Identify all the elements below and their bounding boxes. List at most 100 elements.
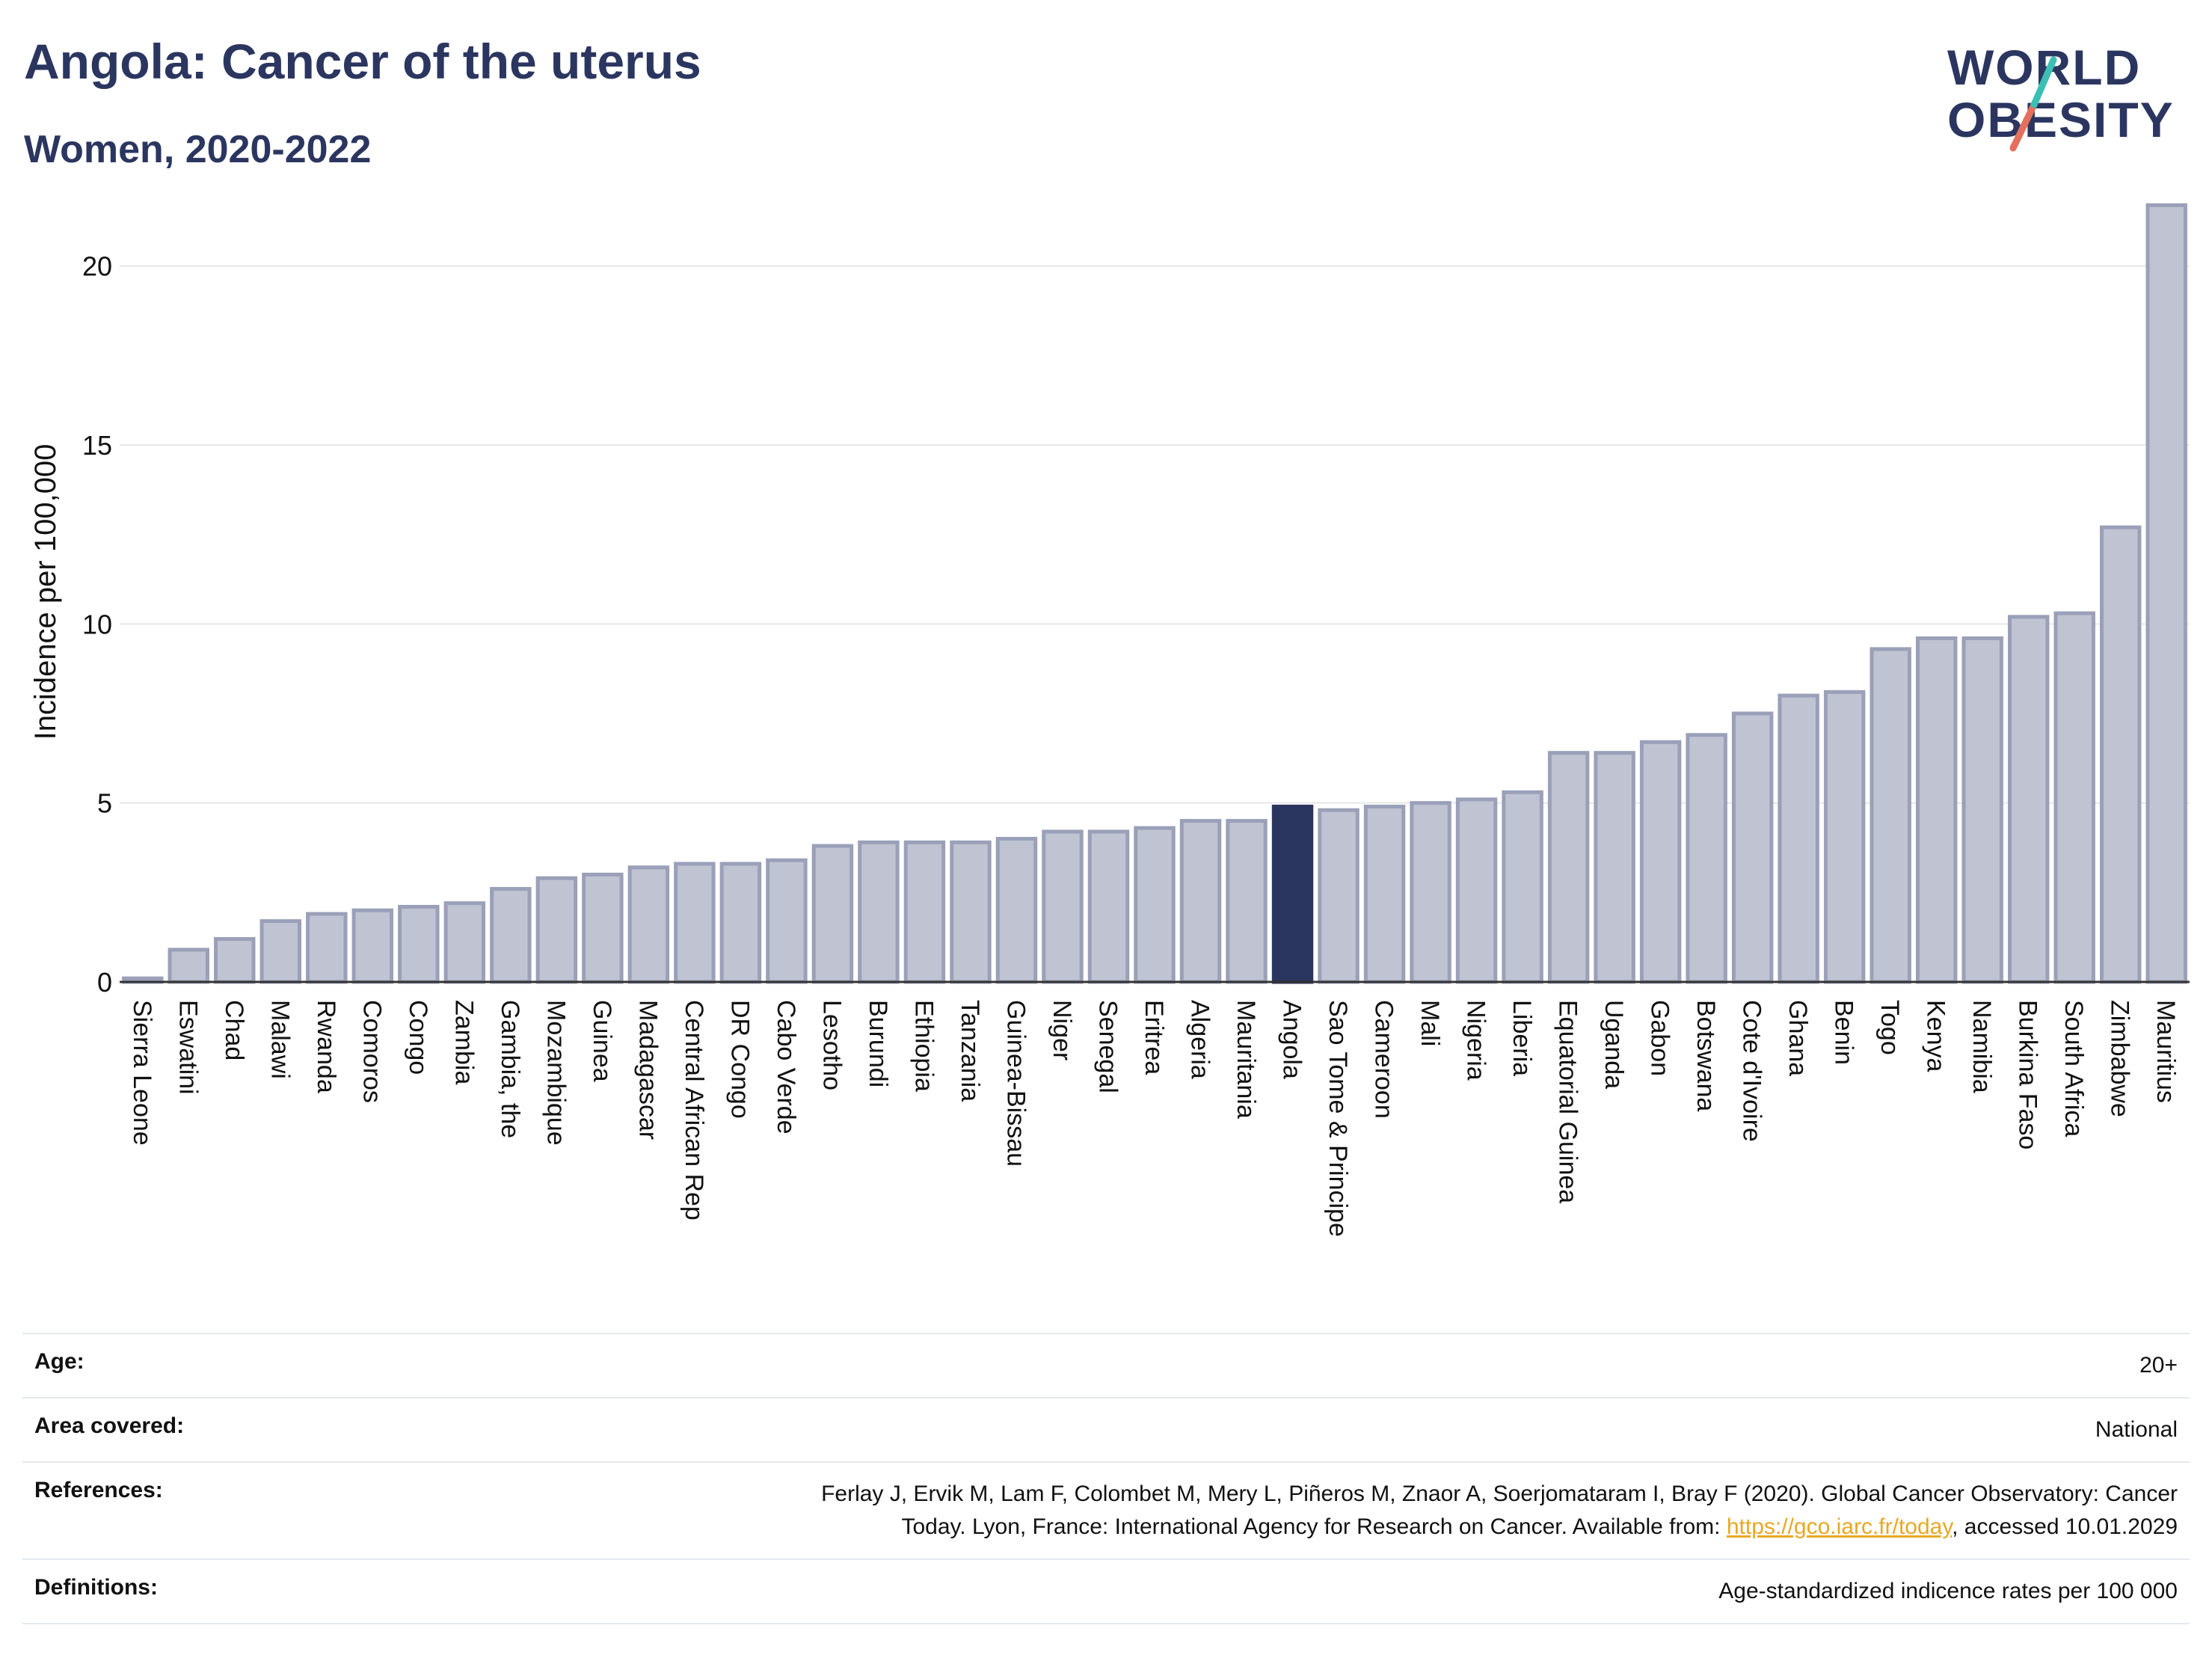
definitions-value: Age-standardized indicence rates per 100…	[420, 1559, 2190, 1624]
meta-row-references: References: Ferlay J, Ervik M, Lam F, Co…	[22, 1461, 2190, 1559]
bar-burkina-faso	[2007, 615, 2050, 984]
bar-kenya	[1915, 636, 1958, 984]
x-tick-label: Mauritania	[1232, 1000, 1260, 1119]
bar-zambia	[443, 901, 486, 984]
x-tick-label: Zimbabwe	[2106, 1000, 2134, 1117]
x-tick-label: Cote d'Ivoire	[1738, 1000, 1766, 1142]
age-label: Age:	[22, 1333, 420, 1398]
references-value: Ferlay J, Ervik M, Lam F, Colombet M, Me…	[420, 1461, 2190, 1559]
x-tick-label: Botswana	[1692, 1000, 1720, 1111]
area-value: National	[420, 1397, 2190, 1462]
bar-angola	[1271, 804, 1314, 984]
y-tick-label: 15	[82, 430, 112, 461]
x-tick-label: Angola	[1278, 1000, 1306, 1079]
x-tick-label: Namibia	[1967, 1000, 1996, 1093]
x-axis-labels: Sierra Leone Eswatini Chad Malawi Rwanda Como…	[128, 1000, 2180, 1237]
bar-uganda	[1594, 751, 1635, 984]
x-tick-label: Zambia	[449, 1000, 478, 1084]
y-tick-label: 20	[82, 251, 112, 282]
references-text-2: Today. Lyon, France: International Agenc…	[901, 1514, 1727, 1539]
logo-line-2: OBESITY	[1947, 92, 2175, 147]
bar-niger	[1042, 829, 1084, 984]
y-tick-label: 10	[82, 609, 112, 639]
x-tick-label: Eritrea	[1140, 1000, 1168, 1075]
bars	[122, 203, 2187, 984]
x-tick-label: Lesotho	[817, 1000, 846, 1090]
x-tick-label: Comoros	[357, 1000, 386, 1103]
x-tick-label: Gambia, the	[496, 1000, 524, 1138]
x-tick-label: Togo	[1875, 1000, 1904, 1055]
x-tick-label: DR Congo	[725, 1000, 754, 1119]
bar-dr-congo	[719, 862, 762, 984]
bar-botswana	[1686, 733, 1727, 984]
x-tick-label: Congo	[404, 1000, 432, 1075]
area-label: Area covered:	[22, 1397, 420, 1462]
bar-rwanda	[306, 912, 348, 984]
bar-ethiopia	[903, 840, 946, 984]
bar-guinea	[582, 872, 624, 984]
bar-senegal	[1087, 829, 1130, 984]
x-tick-label: Niger	[1048, 1000, 1076, 1060]
bar-mali	[1410, 801, 1451, 984]
x-tick-label: Uganda	[1600, 1000, 1628, 1089]
bar-burundi	[858, 840, 900, 984]
bar-namibia	[1961, 636, 2003, 984]
y-tick-label: 5	[97, 788, 112, 819]
x-tick-label: Benin	[1830, 1000, 1858, 1065]
x-tick-label: Eswatini	[173, 1000, 202, 1095]
meta-row-definitions: Definitions: Age-standardized indicence …	[22, 1559, 2190, 1624]
bar-cabo-verde	[766, 858, 808, 984]
x-tick-label: Mozambique	[541, 1000, 570, 1146]
bar-algeria	[1179, 819, 1222, 984]
world-obesity-logo: WORLD OBESITY	[1925, 30, 2194, 157]
x-tick-label: Ethiopia	[909, 1000, 938, 1092]
x-tick-label: Burkina Faso	[2014, 1000, 2042, 1149]
metadata-table: Age: 20+ Area covered: National Referenc…	[22, 1333, 2190, 1624]
bar-equatorial-guinea	[1547, 751, 1590, 984]
references-text-3: , accessed 10.01.2029	[1952, 1514, 2178, 1539]
bar-cameroon	[1363, 804, 1406, 984]
x-tick-label: Rwanda	[312, 1000, 340, 1093]
x-tick-label: Guinea-Bissau	[1001, 1000, 1030, 1167]
bar-chad	[214, 937, 256, 984]
bar-liberia	[1502, 790, 1543, 984]
bar-togo	[1870, 647, 1911, 984]
x-tick-label: Liberia	[1508, 1000, 1536, 1076]
bar-sao-tome-principe	[1318, 808, 1360, 984]
bar-zimbabwe	[2100, 525, 2142, 984]
bar-chart: 0 5 10 15 20 Sierra Leone Eswatini Chad Malawi R…	[29, 203, 2190, 1237]
x-tick-label: Madagascar	[633, 1000, 662, 1140]
bar-south-africa	[2053, 611, 2095, 984]
x-tick-label: Malawi	[265, 1000, 294, 1079]
chart-subtitle: Women, 2020-2022	[24, 128, 372, 171]
bar-mozambique	[535, 876, 578, 984]
y-axis-ticks: 0 5 10 15 20	[82, 251, 112, 998]
bar-benin	[1823, 690, 1866, 984]
bar-mauritania	[1226, 819, 1268, 984]
chart-title: Angola: Cancer of the uterus	[24, 34, 701, 89]
bar-mauritius	[2145, 203, 2187, 984]
bar-eritrea	[1134, 826, 1176, 984]
bar-congo	[398, 904, 440, 984]
x-tick-label: Ghana	[1784, 1000, 1812, 1076]
meta-row-age: Age: 20+	[22, 1333, 2190, 1398]
bar-gambia-the	[490, 887, 532, 984]
x-tick-label: Kenya	[1922, 1000, 1950, 1072]
bar-ghana	[1778, 693, 1819, 984]
bar-comoros	[351, 908, 394, 984]
references-link[interactable]: https://gco.iarc.fr/today	[1726, 1514, 1953, 1539]
x-tick-label: Mali	[1416, 1000, 1444, 1046]
bar-lesotho	[811, 844, 854, 984]
x-tick-label: Cameroon	[1370, 1000, 1398, 1119]
x-tick-label: Equatorial Guinea	[1554, 1000, 1582, 1203]
bar-tanzania	[950, 840, 992, 984]
x-tick-label: Senegal	[1093, 1000, 1122, 1093]
y-axis-title: Incidence per 100,000	[29, 444, 62, 740]
x-tick-label: South Africa	[2059, 1000, 2088, 1137]
bar-nigeria	[1455, 797, 1498, 984]
bar-guinea-bissau	[995, 837, 1038, 984]
x-tick-label: Sierra Leone	[128, 1000, 156, 1146]
references-label: References:	[22, 1461, 420, 1559]
bar-eswatini	[168, 948, 209, 984]
x-tick-label: Guinea	[588, 1000, 616, 1082]
